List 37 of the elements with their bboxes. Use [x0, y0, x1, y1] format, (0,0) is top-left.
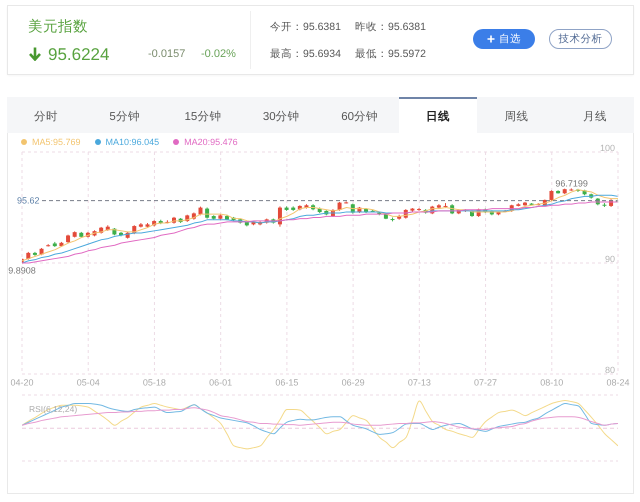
x-tick-label: 06-15 [275, 377, 298, 388]
text: 最高：95.6934 [270, 48, 341, 60]
text: 美元指数 [28, 19, 88, 35]
text: 95.6224 [48, 45, 110, 64]
text: 日线 [426, 110, 450, 124]
ref-line-label: 95.62 [17, 196, 40, 206]
x-tick-label: 06-01 [209, 377, 232, 388]
annotation: 9.8908 [8, 266, 36, 276]
y-tick-label: 80 [604, 365, 615, 375]
x-tick-label: 06-29 [342, 377, 365, 388]
x-tick-label: 08-24 [606, 377, 630, 388]
x-tick-label: 04-20 [10, 377, 34, 388]
text: -0.02% [201, 48, 236, 60]
x-tick-label: 08-10 [540, 377, 564, 388]
text: 月线 [582, 110, 607, 124]
text: 30分钟 [262, 110, 300, 124]
x-tick-label: 05-18 [142, 377, 166, 388]
x-tick-label: 07-13 [408, 377, 431, 388]
text: 15分钟 [184, 110, 222, 124]
x-tick-label: 05-04 [76, 377, 100, 388]
x-tick-label: 07-27 [474, 377, 498, 388]
text: 5分钟 [109, 110, 140, 124]
y-tick-label: 100 [600, 143, 615, 153]
legend-label: MA10:96.045 [106, 136, 160, 148]
text: 分时 [34, 110, 58, 124]
text: 最低：95.5972 [355, 48, 426, 60]
outline-button: 技术分析 [549, 29, 612, 49]
annotation: 96.7199 [555, 178, 588, 188]
text: 昨收：95.6381 [355, 21, 426, 33]
legend-label: MA20:95.476 [184, 136, 238, 148]
text: -0.0157 [148, 48, 186, 60]
text: 周线 [504, 110, 528, 124]
text: 60分钟 [341, 110, 378, 124]
filled-button: 自选 [473, 29, 535, 49]
legend-label: MA5:95.769 [32, 136, 81, 148]
y-tick-label: 90 [604, 254, 615, 264]
text: 今开：95.6381 [270, 21, 341, 33]
